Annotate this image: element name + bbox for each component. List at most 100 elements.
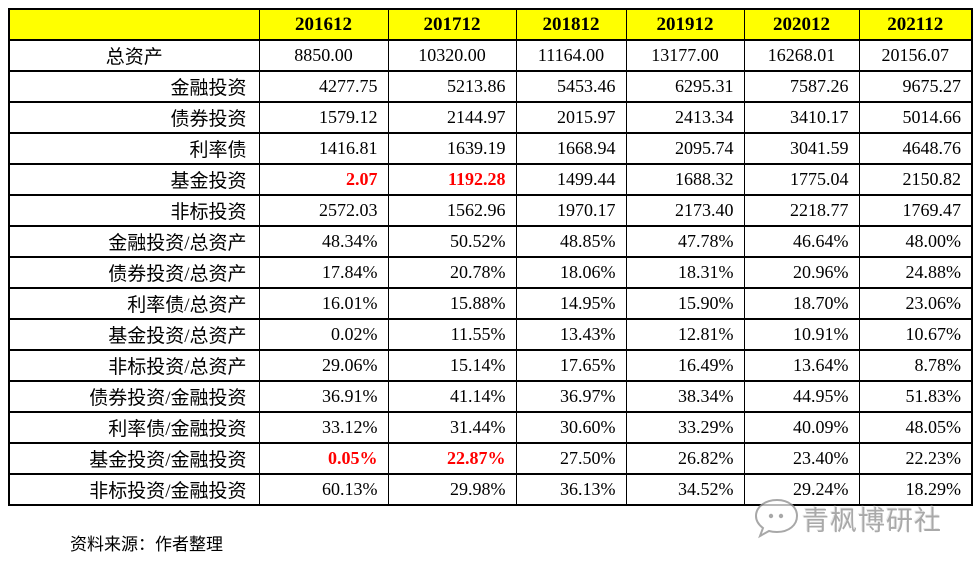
year-header-cell: 201912 xyxy=(625,8,745,41)
table-row: 债券投资/总资产 17.84% 20.78% 18.06% 18.31% 20.96% 24… xyxy=(8,256,973,289)
value-cell: 29.98% xyxy=(387,473,517,506)
value-cell: 46.64% xyxy=(743,225,860,258)
value-cell: 15.88% xyxy=(387,287,517,320)
table-row: 基金投资/金融投资 0.05% 22.87% 27.50% 26.82% 23.40% 22… xyxy=(8,442,973,475)
row-label: 债券投资/金融投资 xyxy=(8,380,260,413)
value-cell: 2218.77 xyxy=(743,194,860,227)
value-cell: 2095.74 xyxy=(625,132,745,165)
table-row: 基金投资/总资产 0.02% 11.55% 13.43% 12.81% 10.91% 10.… xyxy=(8,318,973,351)
year-header-cell: 201612 xyxy=(258,8,389,41)
value-cell: 1562.96 xyxy=(387,194,517,227)
value-cell: 7587.26 xyxy=(743,70,860,103)
value-cell: 5014.66 xyxy=(858,101,973,134)
value-cell: 2015.97 xyxy=(515,101,627,134)
value-cell: 29.24% xyxy=(743,473,860,506)
value-cell: 15.90% xyxy=(625,287,745,320)
year-header-cell: 202112 xyxy=(858,8,973,41)
value-cell: 10.91% xyxy=(743,318,860,351)
table-row: 利率债/总资产 16.01% 15.88% 14.95% 15.90% 18.70% 23.… xyxy=(8,287,973,320)
value-cell: 29.06% xyxy=(258,349,389,382)
value-cell: 16.49% xyxy=(625,349,745,382)
year-header-cell: 201812 xyxy=(515,8,627,41)
value-cell: 34.52% xyxy=(625,473,745,506)
value-cell: 15.14% xyxy=(387,349,517,382)
source-note: 资料来源：作者整理 xyxy=(70,535,223,554)
row-label: 基金投资/总资产 xyxy=(8,318,260,351)
value-cell: 1688.32 xyxy=(625,163,745,196)
value-cell: 1579.12 xyxy=(258,101,389,134)
value-cell: 11164.00 xyxy=(515,39,627,72)
table-row: 总资产 8850.00 10320.00 11164.00 13177.00 16268.… xyxy=(8,39,973,72)
value-cell: 36.91% xyxy=(258,380,389,413)
value-cell: 16.01% xyxy=(258,287,389,320)
table-row: 非标投资/总资产 29.06% 15.14% 17.65% 16.49% 13.64% 8.… xyxy=(8,349,973,382)
year-header-row: 201612 201712 201812 201912 202012 202112 xyxy=(8,8,973,41)
value-cell: 27.50% xyxy=(515,442,627,475)
value-cell: 50.52% xyxy=(387,225,517,258)
table-row: 基金投资 2.07 1192.28 1499.44 1688.32 1775.04 2150… xyxy=(8,163,973,196)
table-row: 债券投资 1579.12 2144.97 2015.97 2413.34 3410.17 5… xyxy=(8,101,973,134)
value-cell: 18.29% xyxy=(858,473,973,506)
value-cell: 38.34% xyxy=(625,380,745,413)
value-cell: 1416.81 xyxy=(258,132,389,165)
value-cell: 10320.00 xyxy=(387,39,517,72)
value-cell: 24.88% xyxy=(858,256,973,289)
value-cell: 20156.07 xyxy=(858,39,973,72)
row-label: 债券投资 xyxy=(8,101,260,134)
value-cell: 4277.75 xyxy=(258,70,389,103)
value-cell: 17.84% xyxy=(258,256,389,289)
value-cell: 2173.40 xyxy=(625,194,745,227)
value-cell: 6295.31 xyxy=(625,70,745,103)
row-label: 利率债/总资产 xyxy=(8,287,260,320)
value-cell: 5453.46 xyxy=(515,70,627,103)
value-cell: 36.13% xyxy=(515,473,627,506)
row-label: 基金投资 xyxy=(8,163,260,196)
value-cell: 2150.82 xyxy=(858,163,973,196)
value-cell: 0.05% xyxy=(258,442,389,475)
value-cell: 13177.00 xyxy=(625,39,745,72)
value-cell: 48.00% xyxy=(858,225,973,258)
year-header-cell: 202012 xyxy=(743,8,860,41)
value-cell: 23.40% xyxy=(743,442,860,475)
table-row: 金融投资/总资产 48.34% 50.52% 48.85% 47.78% 46.64% 48… xyxy=(8,225,973,258)
value-cell: 0.02% xyxy=(258,318,389,351)
row-label: 非标投资/金融投资 xyxy=(8,473,260,506)
value-cell: 1639.19 xyxy=(387,132,517,165)
value-cell: 2413.34 xyxy=(625,101,745,134)
value-cell: 31.44% xyxy=(387,411,517,444)
row-label: 利率债/金融投资 xyxy=(8,411,260,444)
value-cell: 60.13% xyxy=(258,473,389,506)
value-cell: 9675.27 xyxy=(858,70,973,103)
value-cell: 20.78% xyxy=(387,256,517,289)
value-cell: 10.67% xyxy=(858,318,973,351)
table-row: 债券投资/金融投资 36.91% 41.14% 36.97% 38.34% 44.95% 5… xyxy=(8,380,973,413)
value-cell: 8850.00 xyxy=(258,39,389,72)
row-label: 基金投资/金融投资 xyxy=(8,442,260,475)
table-row: 利率债/金融投资 33.12% 31.44% 30.60% 33.29% 40.09% 48… xyxy=(8,411,973,444)
value-cell: 18.70% xyxy=(743,287,860,320)
row-label: 非标投资 xyxy=(8,194,260,227)
value-cell: 3041.59 xyxy=(743,132,860,165)
value-cell: 2.07 xyxy=(258,163,389,196)
table-row: 利率债 1416.81 1639.19 1668.94 2095.74 3041.59 46… xyxy=(8,132,973,165)
value-cell: 18.06% xyxy=(515,256,627,289)
value-cell: 14.95% xyxy=(515,287,627,320)
value-cell: 1970.17 xyxy=(515,194,627,227)
value-cell: 5213.86 xyxy=(387,70,517,103)
value-cell: 2572.03 xyxy=(258,194,389,227)
value-cell: 17.65% xyxy=(515,349,627,382)
value-cell: 33.12% xyxy=(258,411,389,444)
value-cell: 26.82% xyxy=(625,442,745,475)
value-cell: 3410.17 xyxy=(743,101,860,134)
table-row: 金融投资 4277.75 5213.86 5453.46 6295.31 7587.26 9… xyxy=(8,70,973,103)
year-header-cell: 201712 xyxy=(387,8,517,41)
value-cell: 1769.47 xyxy=(858,194,973,227)
value-cell: 23.06% xyxy=(858,287,973,320)
value-cell: 22.23% xyxy=(858,442,973,475)
value-cell: 1192.28 xyxy=(387,163,517,196)
value-cell: 33.29% xyxy=(625,411,745,444)
value-cell: 12.81% xyxy=(625,318,745,351)
row-label: 利率债 xyxy=(8,132,260,165)
value-cell: 2144.97 xyxy=(387,101,517,134)
corner-header-cell xyxy=(8,8,260,41)
